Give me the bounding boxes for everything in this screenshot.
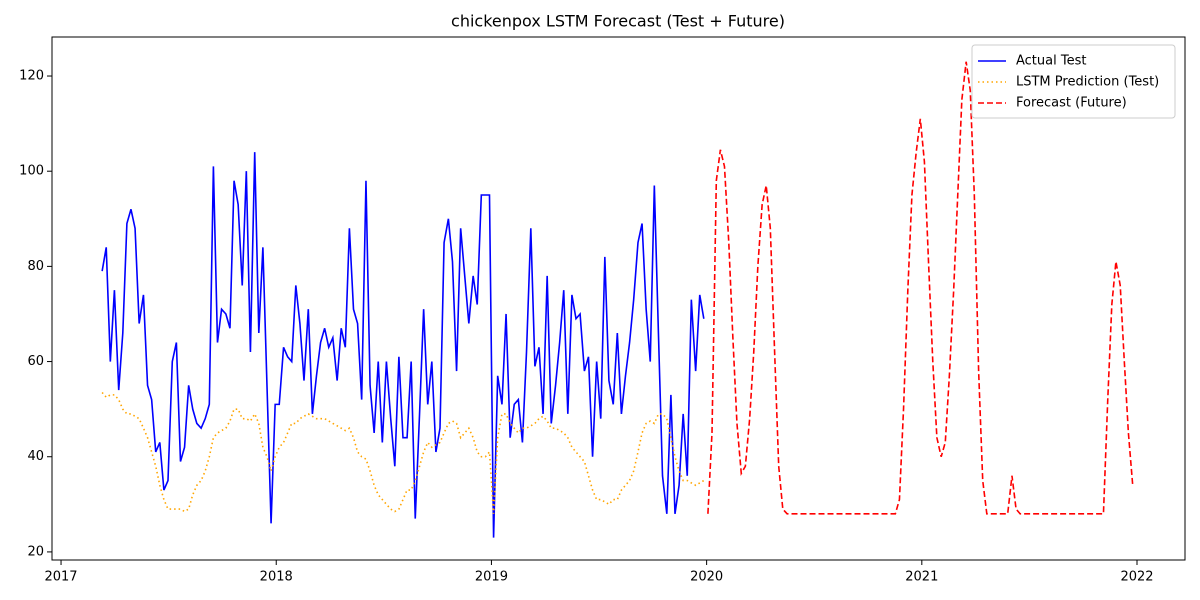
x-tick-label: 2017 xyxy=(44,570,77,585)
x-tick-label: 2019 xyxy=(475,570,508,585)
legend-label: Forecast (Future) xyxy=(1016,96,1127,111)
chart-title: chickenpox LSTM Forecast (Test + Future) xyxy=(451,12,785,31)
x-tick-label: 2020 xyxy=(690,570,723,585)
y-tick-label: 60 xyxy=(27,354,44,369)
y-tick-label: 80 xyxy=(27,259,44,274)
legend: Actual Test LSTM Prediction (Test) Forecas… xyxy=(971,44,1176,119)
x-tick-label: 2022 xyxy=(1120,570,1153,585)
y-tick-label: 120 xyxy=(19,69,44,84)
y-tick-label: 100 xyxy=(19,164,44,179)
series-line xyxy=(707,61,1134,515)
series-line xyxy=(101,152,705,538)
x-tick-label: 2021 xyxy=(905,570,938,585)
y-tick-label: 40 xyxy=(27,449,44,464)
plot-frame xyxy=(51,36,1186,561)
legend-box xyxy=(971,44,1176,119)
legend-label: LSTM Prediction (Test) xyxy=(1016,75,1159,90)
series-line xyxy=(101,391,705,514)
x-tick-label: 2018 xyxy=(260,570,293,585)
legend-label: Actual Test xyxy=(1016,54,1086,69)
y-tick-label: 20 xyxy=(27,544,44,559)
